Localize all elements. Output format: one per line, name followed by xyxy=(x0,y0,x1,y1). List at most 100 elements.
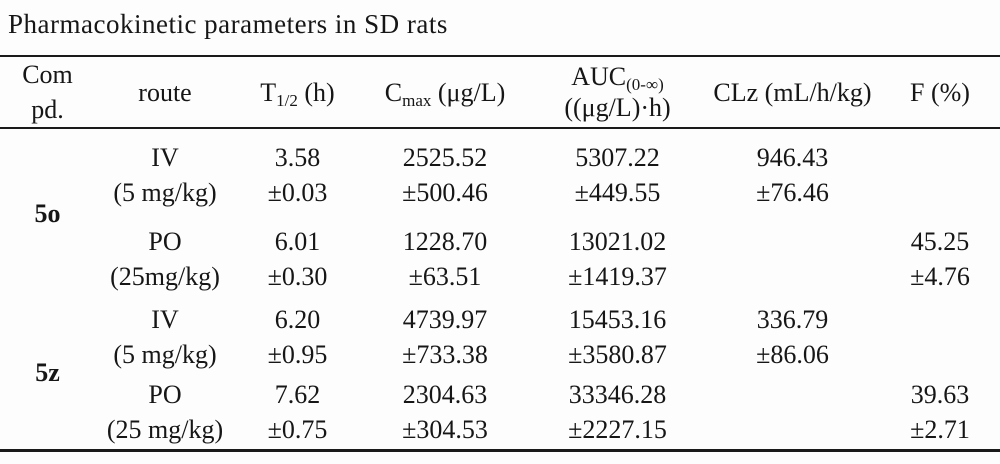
col-header-f: F (%) xyxy=(910,77,970,107)
t-half-unit: (h) xyxy=(297,77,335,107)
dose-value: (25 mg/kg) xyxy=(106,415,224,445)
cmax-sd: ±304.53 xyxy=(402,415,488,445)
table-row: 5o IV (5 mg/kg) 3.58 ±0.03 2525.52 ±500.… xyxy=(0,128,1000,228)
auc-unit: ((μg/L)·h) xyxy=(564,93,671,122)
auc-sd: ±2227.15 xyxy=(568,415,667,445)
cell-f xyxy=(880,128,1000,220)
cmax-sd: ±733.38 xyxy=(402,340,488,369)
t-half-mean: 7.62 xyxy=(274,380,321,410)
clz-sd xyxy=(705,412,880,447)
cell-clz: 946.43 ±76.46 xyxy=(705,128,880,220)
table-row: PO (25 mg/kg) 7.62 ±0.75 2304.63 ±304.53… xyxy=(0,376,1000,450)
route-value: IV xyxy=(151,142,179,172)
cell-t-half: 6.20 ±0.95 xyxy=(235,298,360,376)
cell-clz: 336.79 ±86.06 xyxy=(705,298,880,376)
f-mean: 39.63 xyxy=(910,380,970,410)
col-header-auc: AUC(0-∞) ((μg/L)·h) xyxy=(530,56,705,128)
auc-subscript: (0-∞) xyxy=(626,75,664,94)
route-value: IV xyxy=(151,305,179,334)
cmax-symbol: C xyxy=(384,77,403,107)
table-row: 5z IV (5 mg/kg) 6.20 ±0.95 4739.97 ±733.… xyxy=(0,298,1000,387)
dose-value: (25mg/kg) xyxy=(110,262,220,291)
cell-clz xyxy=(705,376,880,450)
t-half-symbol: T xyxy=(260,77,277,107)
table-row: PO (25mg/kg) 6.01 ±0.30 1228.70 ±63.51 1… xyxy=(0,220,1000,298)
auc-mean: 13021.02 xyxy=(568,227,667,256)
t-half-sd: ±0.03 xyxy=(267,177,328,207)
col-header-clz: CLz (mL/h/kg) xyxy=(713,77,872,107)
t-half-mean: 3.58 xyxy=(274,142,321,172)
f-sd xyxy=(880,175,1000,210)
auc-mean: 33346.28 xyxy=(568,380,667,410)
cmax-sd: ±63.51 xyxy=(408,262,482,291)
f-sd xyxy=(880,337,1000,372)
f-mean xyxy=(880,302,1000,337)
t-half-sd: ±0.30 xyxy=(267,262,328,291)
auc-mean: 15453.16 xyxy=(568,305,667,334)
cell-cmax: 2525.52 ±500.46 xyxy=(360,128,530,220)
clz-mean: 946.43 xyxy=(756,142,829,172)
cell-t-half: 6.01 ±0.30 xyxy=(235,220,360,298)
clz-mean: 336.79 xyxy=(756,305,829,334)
header-compound-line1: Com xyxy=(22,60,73,89)
cell-auc: 15453.16 ±3580.87 xyxy=(530,298,705,376)
clz-mean xyxy=(705,224,880,259)
t-half-mean: 6.01 xyxy=(274,227,321,256)
f-sd: ±2.71 xyxy=(910,415,970,445)
auc-sd: ±1419.37 xyxy=(568,262,667,291)
pharmacokinetics-table: Com pd. route T1/2 (h) Cmax (μg/L) AUC(0… xyxy=(0,55,1000,452)
cell-route: PO (25 mg/kg) xyxy=(95,376,235,450)
dose-value: (5 mg/kg) xyxy=(113,177,217,207)
cell-t-half: 7.62 ±0.75 xyxy=(235,376,360,450)
cmax-mean: 1228.70 xyxy=(402,227,488,256)
auc-symbol-line: AUC(0-∞) xyxy=(530,61,705,94)
table-title: Pharmacokinetic parameters in SD rats xyxy=(8,9,448,39)
cell-auc: 5307.22 ±449.55 xyxy=(530,128,705,220)
auc-mean: 5307.22 xyxy=(575,142,660,172)
cell-route: IV (5 mg/kg) xyxy=(95,298,235,376)
header-compound-line2: pd. xyxy=(31,95,64,124)
auc-symbol: AUC xyxy=(571,62,627,91)
clz-sd xyxy=(705,259,880,294)
f-mean: 45.25 xyxy=(910,227,970,256)
cell-auc: 13021.02 ±1419.37 xyxy=(530,220,705,298)
cell-clz xyxy=(705,220,880,298)
cell-cmax: 4739.97 ±733.38 xyxy=(360,298,530,376)
auc-sd: ±3580.87 xyxy=(568,340,667,369)
col-header-t-half: T1/2 (h) xyxy=(235,56,360,128)
col-header-compound: Com pd. xyxy=(0,56,95,128)
cell-f: 45.25 ±4.76 xyxy=(880,220,1000,298)
clz-mean xyxy=(705,377,880,412)
cell-cmax: 2304.63 ±304.53 xyxy=(360,376,530,450)
cmax-unit: (μg/L) xyxy=(431,77,506,107)
col-header-route: route xyxy=(138,77,192,107)
cell-t-half: 3.58 ±0.03 xyxy=(235,128,360,220)
f-sd: ±4.76 xyxy=(910,262,970,291)
cmax-sd: ±500.46 xyxy=(402,177,488,207)
cell-cmax: 1228.70 ±63.51 xyxy=(360,220,530,298)
dose-value: (5 mg/kg) xyxy=(113,340,217,369)
cmax-subscript: max xyxy=(402,90,432,110)
cell-auc: 33346.28 ±2227.15 xyxy=(530,376,705,450)
table-header: Com pd. route T1/2 (h) Cmax (μg/L) AUC(0… xyxy=(0,56,1000,128)
f-mean xyxy=(880,140,1000,175)
clz-sd: ±86.06 xyxy=(756,340,829,369)
compound-label: 5o xyxy=(34,198,61,228)
cmax-mean: 4739.97 xyxy=(402,305,488,334)
cmax-mean: 2525.52 xyxy=(402,142,488,172)
table-body: 5o IV (5 mg/kg) 3.58 ±0.03 2525.52 ±500.… xyxy=(0,128,1000,450)
route-value: PO xyxy=(148,380,182,410)
cell-f: 39.63 ±2.71 xyxy=(880,376,1000,450)
cell-f xyxy=(880,298,1000,376)
t-half-mean: 6.20 xyxy=(274,305,321,334)
compound-label: 5z xyxy=(35,358,60,388)
cell-route: PO (25mg/kg) xyxy=(95,220,235,298)
t-half-subscript: 1/2 xyxy=(276,90,298,110)
cell-route: IV (5 mg/kg) xyxy=(95,128,235,220)
col-header-cmax: Cmax (μg/L) xyxy=(360,56,530,128)
cmax-mean: 2304.63 xyxy=(402,380,488,410)
t-half-sd: ±0.75 xyxy=(267,415,328,445)
route-value: PO xyxy=(148,227,182,256)
clz-sd: ±76.46 xyxy=(756,177,829,207)
